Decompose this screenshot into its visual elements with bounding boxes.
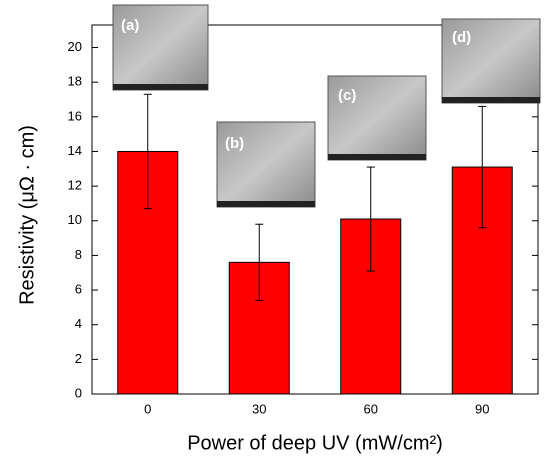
x-axis-title: Power of deep UV (mW/cm²) xyxy=(187,432,443,454)
sem-info-bar xyxy=(442,97,540,103)
x-tick-label: 0 xyxy=(144,401,151,416)
inset-label: (c) xyxy=(338,87,356,104)
sem-image xyxy=(441,18,541,104)
inset-a: (a) xyxy=(112,4,209,91)
y-tick-label: 0 xyxy=(75,385,82,400)
inset-label: (b) xyxy=(225,135,244,152)
sem-info-bar xyxy=(217,201,315,207)
x-tick-label: 30 xyxy=(252,401,266,416)
y-tick-label: 6 xyxy=(75,281,82,296)
sem-image xyxy=(327,75,427,161)
y-tick-label: 16 xyxy=(68,108,82,123)
inset-b: (b) xyxy=(216,121,316,208)
sem-image xyxy=(216,121,316,208)
y-tick-label: 4 xyxy=(75,316,82,331)
inset-c: (c) xyxy=(327,75,427,161)
sem-info-bar xyxy=(113,84,208,90)
plot-frame xyxy=(91,24,539,395)
y-tick-label: 14 xyxy=(68,143,82,158)
x-tick-label: 90 xyxy=(475,401,489,416)
y-tick-label: 20 xyxy=(68,39,82,54)
y-tick-label: 18 xyxy=(68,74,82,89)
y-axis-title: Resistivity (μΩ · cm) xyxy=(16,125,38,305)
x-tick-label: 60 xyxy=(364,401,378,416)
inset-label: (d) xyxy=(452,29,471,46)
sem-image xyxy=(112,4,209,91)
y-tick-label: 12 xyxy=(68,178,82,193)
inset-d: (d) xyxy=(441,18,541,104)
sem-info-bar xyxy=(328,154,426,160)
y-tick-label: 2 xyxy=(75,351,82,366)
y-tick-label: 8 xyxy=(75,247,82,262)
inset-label: (a) xyxy=(121,17,139,34)
y-tick-label: 10 xyxy=(68,212,82,227)
